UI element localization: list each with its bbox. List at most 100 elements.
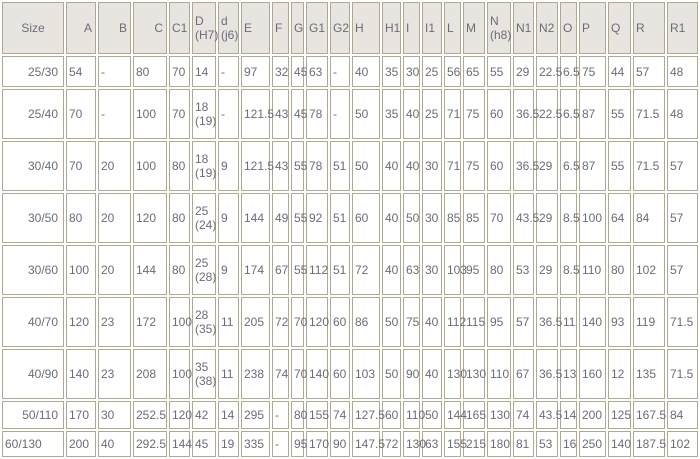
- table-cell: 103: [444, 245, 467, 295]
- header-cell: N (h8): [487, 2, 511, 54]
- table-row: 30/40 70 20 100 80 18 (19) 9 121.5 43 55 78 51 50 40 4…: [2, 141, 698, 191]
- table-cell: 45: [291, 56, 307, 87]
- table-cell: 71: [444, 141, 461, 191]
- table-cell: 43.5: [536, 401, 562, 429]
- table-cell: 200: [579, 401, 606, 429]
- table-cell: 14: [218, 401, 239, 429]
- table-cell: 144: [133, 245, 167, 295]
- table-cell: 53: [536, 431, 558, 457]
- header-cell: Q: [608, 2, 631, 54]
- table-row: 60/130 200 40 292.5 144 45 19 335-95 170 90 147.5 7…: [2, 431, 698, 457]
- table-cell: -: [98, 56, 131, 87]
- table-cell: 11: [218, 297, 239, 347]
- table-cell: 67: [513, 349, 534, 399]
- table-cell: 40: [352, 56, 380, 87]
- table-cell: 70: [487, 193, 511, 243]
- table-cell: 40: [422, 349, 442, 399]
- table-cell: 72: [272, 297, 289, 347]
- table-cell: 57: [513, 297, 534, 347]
- table-cell: 130: [463, 349, 486, 399]
- table-cell: 11: [218, 349, 239, 399]
- table-cell: 215: [463, 431, 486, 457]
- table-cell: 85: [444, 193, 461, 243]
- table-cell: 140: [579, 297, 606, 347]
- table-cell: -: [330, 89, 350, 139]
- table-cell: 55: [291, 141, 307, 191]
- header-cell: d (j6): [218, 2, 239, 54]
- table-cell: 95: [463, 245, 485, 295]
- table-cell: 102: [667, 431, 698, 457]
- row-size-cell: 40/70: [2, 297, 64, 347]
- table-cell: 155: [306, 401, 329, 429]
- header-cell: I: [403, 2, 420, 54]
- table-cell: 64: [608, 193, 631, 243]
- table-cell: 80: [169, 141, 190, 191]
- table-cell: 160: [579, 349, 606, 399]
- table-cell: 100: [579, 193, 606, 243]
- table-cell: 29: [536, 141, 558, 191]
- table-cell: 43.5: [513, 193, 539, 243]
- table-cell: 22.5: [536, 89, 562, 139]
- table-cell: 130: [444, 349, 467, 399]
- table-cell: 120: [306, 297, 329, 347]
- table-cell: 80: [133, 56, 167, 87]
- table-cell: 50: [403, 193, 420, 243]
- table-cell: -: [218, 89, 239, 139]
- table-cell: 49: [272, 193, 289, 243]
- table-cell: 20: [98, 245, 131, 295]
- table-cell: 87: [579, 141, 606, 191]
- table-cell: 292.5: [133, 431, 167, 457]
- table-cell: 54: [66, 56, 96, 87]
- row-size-cell: 30/40: [2, 141, 64, 191]
- table-cell: 252.5: [133, 401, 167, 429]
- header-cell: P: [579, 2, 606, 54]
- table-cell: 40: [382, 245, 401, 295]
- table-cell: 60: [330, 349, 350, 399]
- table-cell: 103: [352, 349, 380, 399]
- table-cell: 55: [608, 89, 631, 139]
- table-cell: 70: [66, 89, 96, 139]
- table-cell: 80: [66, 193, 96, 243]
- header-cell: M: [463, 2, 485, 54]
- table-cell: 9: [218, 193, 239, 243]
- table-cell: 25 (24): [192, 193, 216, 243]
- table-cell: 144: [241, 193, 270, 243]
- table-row: 30/50 80 20 120 80 25 (24) 9 144 49 55 92 51 60 40 50 3…: [2, 193, 698, 243]
- table-cell: 170: [306, 431, 329, 457]
- header-cell: E: [241, 2, 270, 54]
- table-row: 40/90 140 23 208 100 35 (38) 11 238 74 70 140 60 103…: [2, 349, 698, 399]
- table-cell: 71: [444, 89, 461, 139]
- table-cell: 84: [667, 401, 698, 429]
- table-cell: 48: [667, 56, 698, 87]
- table-cell: 75: [579, 56, 606, 87]
- table-cell: 56: [444, 56, 461, 87]
- header-cell: A: [66, 2, 96, 54]
- table-cell: 40: [382, 141, 401, 191]
- table-cell: 60: [487, 141, 511, 191]
- table-cell: 29: [536, 193, 558, 243]
- table-cell: 40: [403, 89, 420, 139]
- header-cell: O: [560, 2, 577, 54]
- table-cell: 44: [608, 56, 631, 87]
- table-cell: 75: [403, 297, 420, 347]
- table-cell: 50: [352, 89, 380, 139]
- table-cell: 51: [330, 193, 350, 243]
- table-cell: 130: [403, 431, 426, 457]
- table-cell: 16: [560, 431, 577, 457]
- table-cell: 9: [218, 245, 239, 295]
- header-cell: H1: [382, 2, 401, 54]
- header-cell: R: [633, 2, 665, 54]
- table-header: Size A B C C1 D (H7) d (j6) E F G G1 G2 H H1 I I1 L M N (h…: [2, 2, 698, 54]
- table-cell: 70: [66, 141, 96, 191]
- table-cell: 70: [169, 56, 190, 87]
- table-cell: 144: [444, 401, 467, 429]
- table-cell: 63: [422, 431, 442, 457]
- table-cell: 50: [422, 401, 442, 429]
- table-cell: 32: [272, 56, 289, 87]
- table-cell: 40: [382, 193, 401, 243]
- table-cell: 30: [422, 245, 442, 295]
- table-cell: 72: [352, 245, 380, 295]
- header-cell: H: [352, 2, 380, 54]
- row-size-cell: 60/130: [2, 431, 64, 457]
- table-cell: 167.5: [633, 401, 666, 429]
